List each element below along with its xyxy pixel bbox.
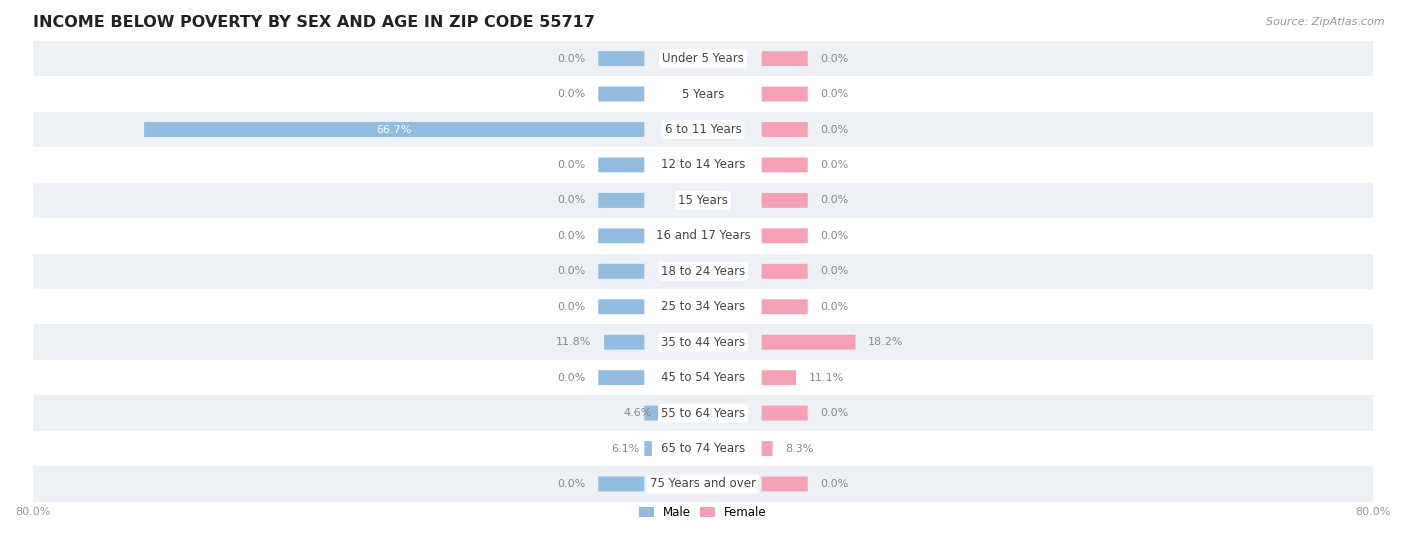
- Bar: [32, 324, 1374, 360]
- Bar: [32, 431, 1374, 466]
- Text: 0.0%: 0.0%: [557, 479, 586, 489]
- Text: 0.0%: 0.0%: [557, 231, 586, 241]
- Text: 0.0%: 0.0%: [820, 266, 849, 276]
- FancyBboxPatch shape: [762, 87, 807, 102]
- Bar: [32, 112, 1374, 147]
- Text: 15 Years: 15 Years: [678, 194, 728, 207]
- Text: 0.0%: 0.0%: [820, 408, 849, 418]
- FancyBboxPatch shape: [762, 299, 807, 314]
- FancyBboxPatch shape: [762, 158, 807, 172]
- Bar: [32, 77, 1374, 112]
- FancyBboxPatch shape: [762, 193, 807, 208]
- Text: 0.0%: 0.0%: [820, 89, 849, 99]
- Text: 75 Years and over: 75 Years and over: [650, 477, 756, 490]
- Bar: [32, 360, 1374, 395]
- Text: 4.6%: 4.6%: [623, 408, 652, 418]
- Text: 25 to 34 Years: 25 to 34 Years: [661, 300, 745, 313]
- Text: 0.0%: 0.0%: [820, 302, 849, 312]
- Text: 0.0%: 0.0%: [820, 54, 849, 64]
- FancyBboxPatch shape: [762, 370, 796, 385]
- FancyBboxPatch shape: [605, 335, 644, 349]
- FancyBboxPatch shape: [762, 335, 855, 349]
- FancyBboxPatch shape: [762, 264, 807, 279]
- Bar: [32, 395, 1374, 431]
- Text: 0.0%: 0.0%: [820, 125, 849, 135]
- Text: 0.0%: 0.0%: [557, 54, 586, 64]
- FancyBboxPatch shape: [599, 299, 644, 314]
- Text: 55 to 64 Years: 55 to 64 Years: [661, 406, 745, 420]
- Text: 11.8%: 11.8%: [557, 337, 592, 347]
- Text: 0.0%: 0.0%: [557, 196, 586, 205]
- Text: 11.1%: 11.1%: [808, 373, 844, 383]
- FancyBboxPatch shape: [762, 477, 807, 491]
- FancyBboxPatch shape: [762, 122, 807, 137]
- FancyBboxPatch shape: [599, 229, 644, 243]
- Text: Source: ZipAtlas.com: Source: ZipAtlas.com: [1267, 17, 1385, 27]
- Text: 6.1%: 6.1%: [612, 443, 640, 453]
- FancyBboxPatch shape: [599, 370, 644, 385]
- Text: 16 and 17 Years: 16 and 17 Years: [655, 229, 751, 243]
- Text: 8.3%: 8.3%: [785, 443, 814, 453]
- Bar: [32, 254, 1374, 289]
- Text: 0.0%: 0.0%: [557, 160, 586, 170]
- Text: 65 to 74 Years: 65 to 74 Years: [661, 442, 745, 455]
- FancyBboxPatch shape: [644, 441, 652, 456]
- Text: 66.7%: 66.7%: [377, 125, 412, 135]
- Text: 45 to 54 Years: 45 to 54 Years: [661, 371, 745, 384]
- Text: INCOME BELOW POVERTY BY SEX AND AGE IN ZIP CODE 55717: INCOME BELOW POVERTY BY SEX AND AGE IN Z…: [32, 15, 595, 30]
- Legend: Male, Female: Male, Female: [634, 501, 772, 523]
- FancyBboxPatch shape: [599, 264, 644, 279]
- FancyBboxPatch shape: [599, 477, 644, 491]
- Text: 0.0%: 0.0%: [557, 89, 586, 99]
- FancyBboxPatch shape: [762, 229, 807, 243]
- FancyBboxPatch shape: [599, 51, 644, 66]
- FancyBboxPatch shape: [644, 406, 665, 420]
- FancyBboxPatch shape: [599, 158, 644, 172]
- FancyBboxPatch shape: [762, 406, 807, 420]
- Bar: [32, 466, 1374, 502]
- Bar: [32, 183, 1374, 218]
- FancyBboxPatch shape: [599, 193, 644, 208]
- Text: 0.0%: 0.0%: [820, 231, 849, 241]
- Bar: [32, 147, 1374, 183]
- Bar: [32, 41, 1374, 77]
- FancyBboxPatch shape: [599, 87, 644, 102]
- Text: Under 5 Years: Under 5 Years: [662, 52, 744, 65]
- Text: 0.0%: 0.0%: [820, 479, 849, 489]
- Bar: [32, 218, 1374, 254]
- FancyBboxPatch shape: [762, 51, 807, 66]
- Text: 0.0%: 0.0%: [557, 266, 586, 276]
- Text: 35 to 44 Years: 35 to 44 Years: [661, 336, 745, 349]
- Text: 0.0%: 0.0%: [820, 196, 849, 205]
- Text: 6 to 11 Years: 6 to 11 Years: [665, 123, 741, 136]
- Text: 0.0%: 0.0%: [557, 373, 586, 383]
- Text: 18.2%: 18.2%: [868, 337, 904, 347]
- Text: 5 Years: 5 Years: [682, 88, 724, 101]
- Text: 12 to 14 Years: 12 to 14 Years: [661, 158, 745, 172]
- Text: 0.0%: 0.0%: [820, 160, 849, 170]
- Bar: [32, 289, 1374, 324]
- FancyBboxPatch shape: [145, 122, 644, 137]
- Text: 18 to 24 Years: 18 to 24 Years: [661, 265, 745, 278]
- FancyBboxPatch shape: [762, 441, 772, 456]
- Text: 0.0%: 0.0%: [557, 302, 586, 312]
